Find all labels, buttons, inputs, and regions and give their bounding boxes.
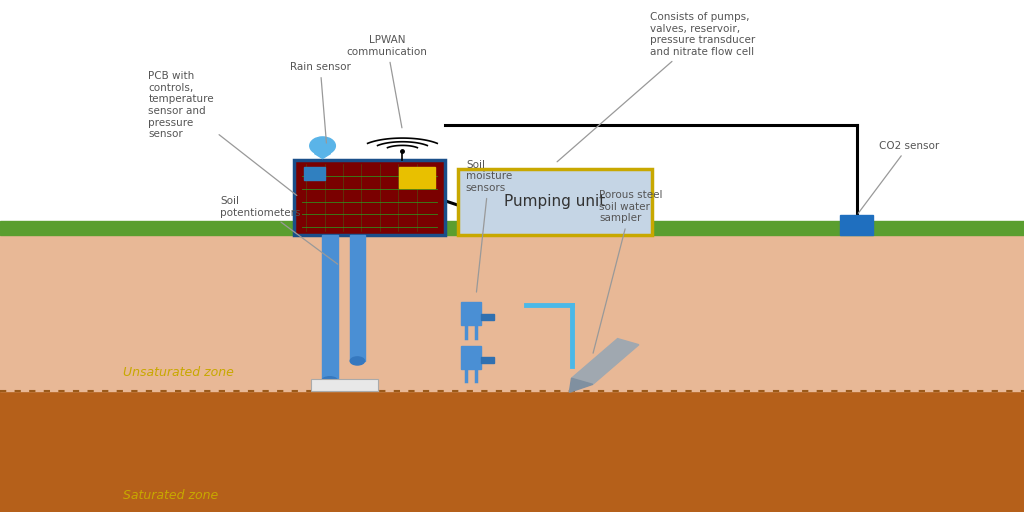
Ellipse shape [309, 137, 336, 155]
Text: LPWAN
communication: LPWAN communication [347, 35, 427, 128]
Text: Consists of pumps,
valves, reservoir,
pressure transducer
and nitrate flow cell: Consists of pumps, valves, reservoir, pr… [557, 12, 756, 162]
Text: PCB with
controls,
temperature
sensor and
pressure
sensor: PCB with controls, temperature sensor an… [148, 71, 297, 196]
Bar [0, 392, 1024, 512]
Text: Rain sensor: Rain sensor [290, 62, 350, 143]
Bar [350, 236, 365, 361]
Polygon shape [569, 378, 593, 392]
Bar [461, 303, 481, 325]
Bar [399, 167, 435, 187]
Ellipse shape [350, 357, 365, 365]
Text: Porous steel
soil water
sampler: Porous steel soil water sampler [593, 190, 663, 353]
Bar [481, 357, 494, 364]
Bar [294, 160, 445, 235]
Bar [304, 167, 325, 180]
Bar [840, 216, 873, 235]
Polygon shape [314, 154, 331, 159]
Text: CO2 sensor: CO2 sensor [858, 141, 939, 214]
Text: Soil
potentiometers: Soil potentiometers [220, 196, 338, 264]
Ellipse shape [322, 377, 338, 386]
Bar [311, 379, 378, 392]
Text: Soil
moisture
sensors: Soil moisture sensors [466, 160, 512, 292]
Bar [458, 168, 652, 235]
Bar [0, 4, 1024, 221]
Text: Pumping unit: Pumping unit [505, 194, 605, 209]
Bar [0, 236, 1024, 392]
Bar [571, 338, 639, 385]
Text: Unsaturated zone: Unsaturated zone [123, 366, 233, 379]
Bar [481, 314, 494, 321]
Bar [0, 221, 1024, 236]
Bar [461, 346, 481, 369]
Bar [322, 236, 338, 381]
Text: Saturated zone: Saturated zone [123, 489, 218, 502]
